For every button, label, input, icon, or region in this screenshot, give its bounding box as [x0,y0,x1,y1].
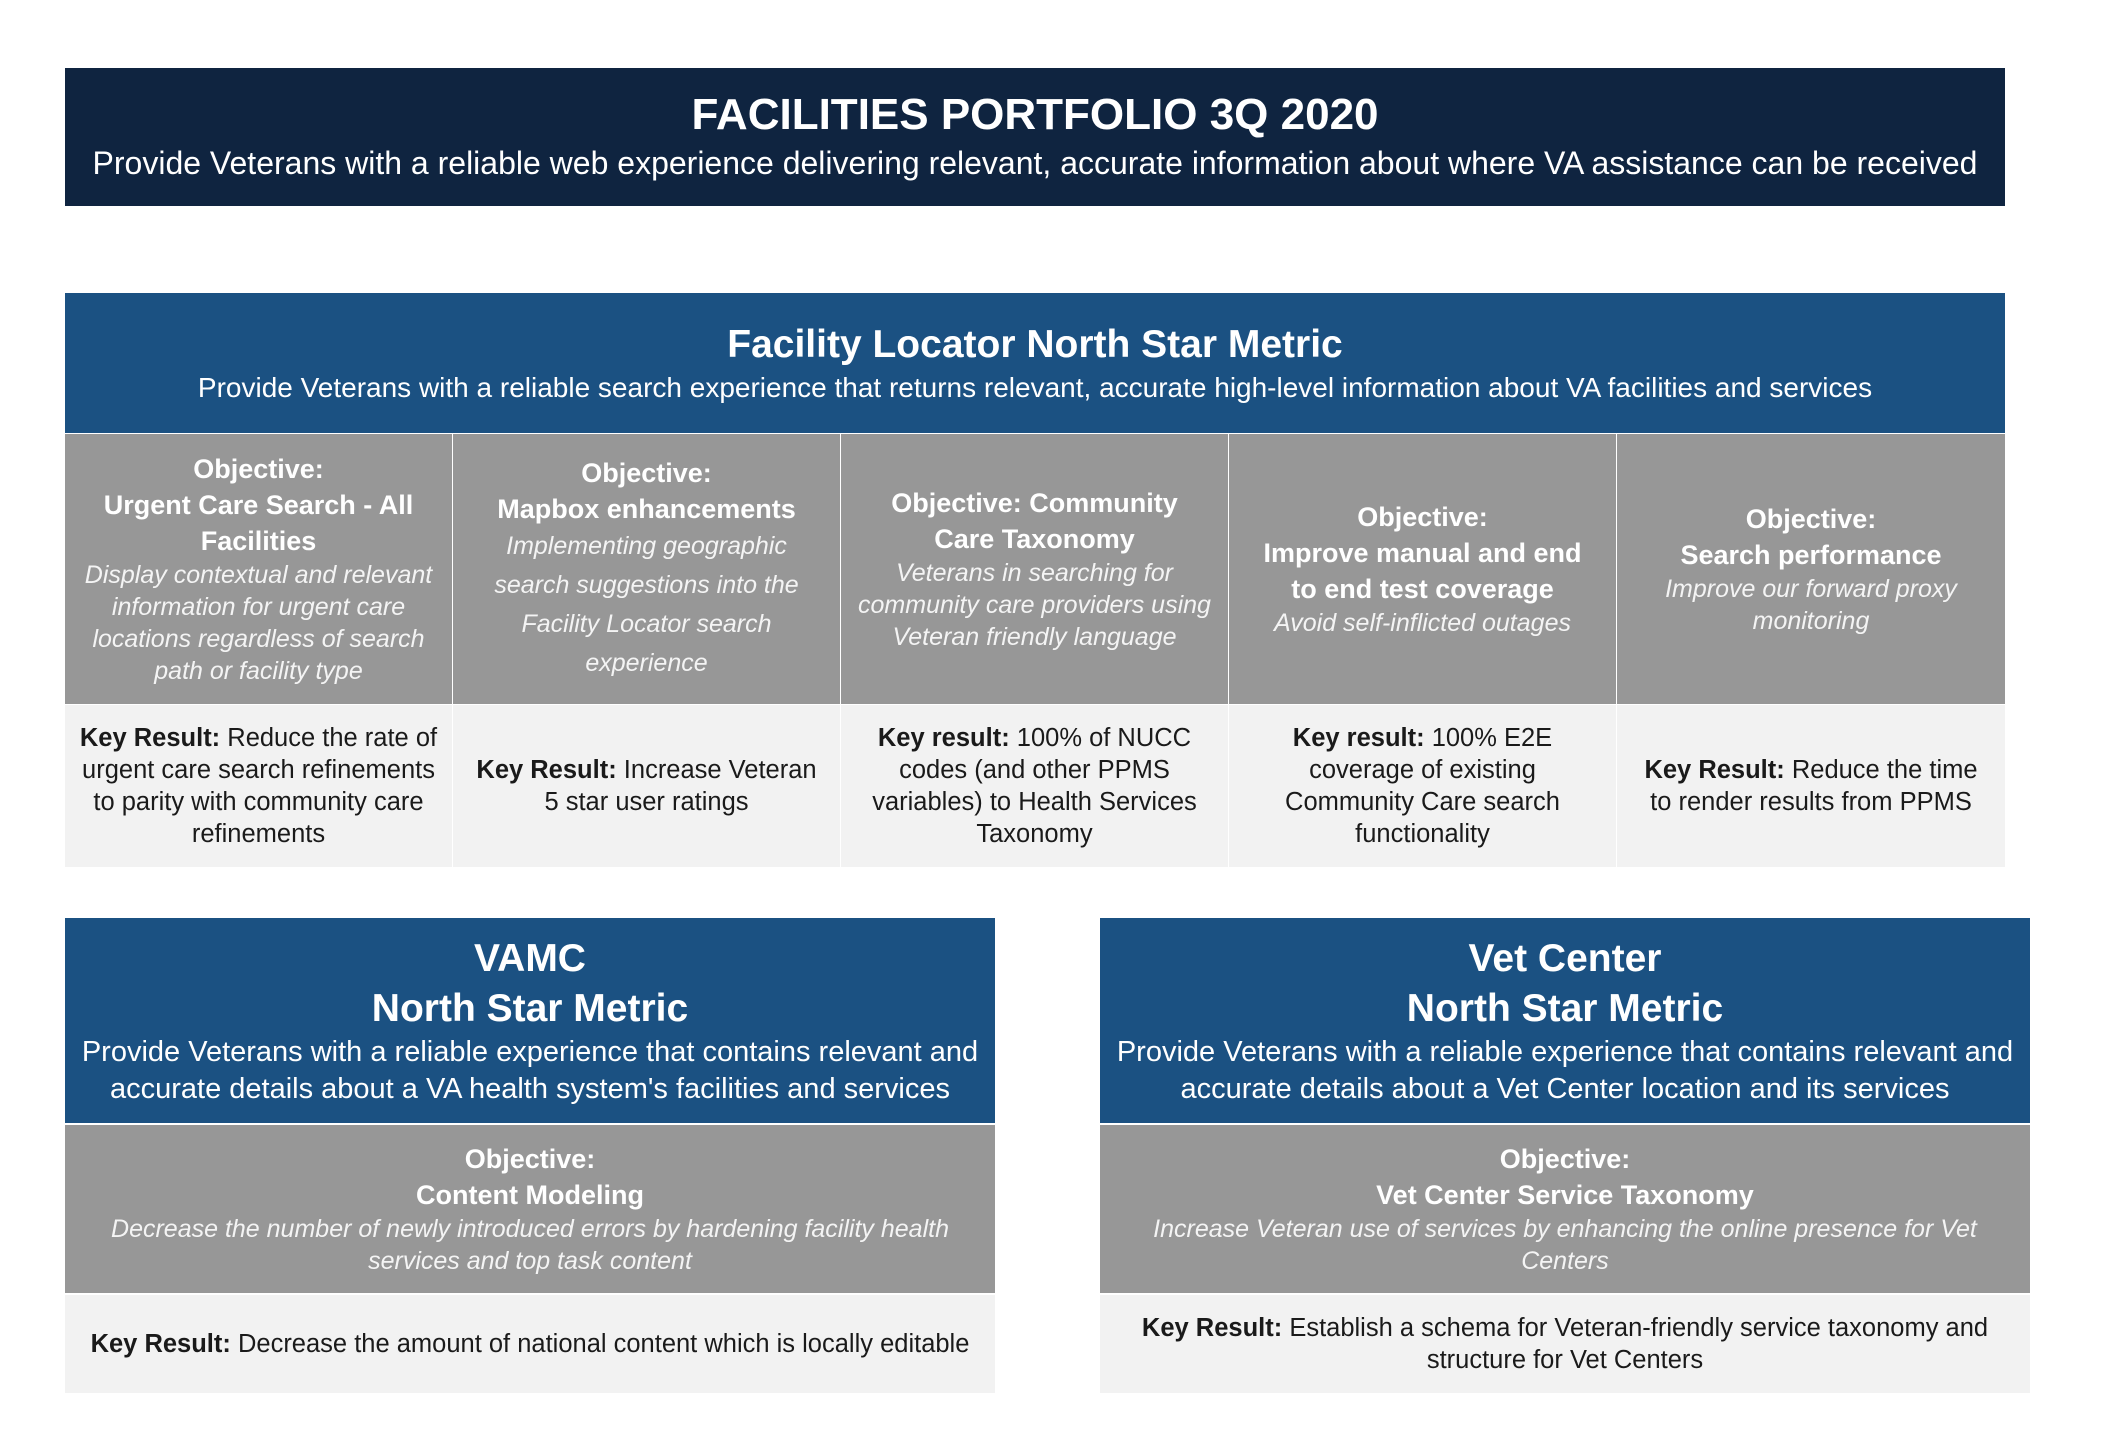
objective-title: Vet Center Service Taxonomy [1376,1180,1754,1210]
objective-urgent-care: Objective: Urgent Care Search - All Faci… [65,434,452,704]
objective-description: Decrease the number of newly introduced … [111,1215,949,1275]
objective-heading: Search performance [1680,540,1942,570]
portfolio-title: FACILITIES PORTFOLIO 3Q 2020 [691,90,1379,139]
key-result-urgent-care: Key Result: Reduce the rate of urgent ca… [65,705,452,867]
vet-center-subtitle: Provide Veterans with a reliable experie… [1116,1035,2014,1105]
objective-mapbox: Objective: Mapbox enhancements Implement… [453,434,840,704]
key-result-label: Key Result: [79,724,221,752]
key-result-mapbox: Key Result: Increase Veteran 5 star user… [453,705,840,867]
key-result-label: Key result: [1292,724,1425,752]
key-result-label: Key Result: [476,756,617,784]
vet-center-title: Vet Center [1468,936,1662,980]
key-result-text: Decrease the amount of national content … [237,1330,970,1358]
vet-center-title-metric: North Star Metric [1406,986,1724,1030]
portfolio-banner: FACILITIES PORTFOLIO 3Q 2020 Provide Vet… [65,68,2005,206]
objective-description: Improve our forward proxy monitoring [1665,575,1957,635]
key-result-label: Key result: [877,724,1010,752]
objective-heading: Objective: [1357,502,1488,532]
objective-title: Content Modeling [416,1180,644,1210]
objective-description: Avoid self-inflicted outages [1274,609,1571,637]
key-result-vet-center-taxonomy: Key Result: Establish a schema for Veter… [1100,1295,2030,1393]
facility-locator-title: Facility Locator North Star Metric [727,323,1343,366]
key-result-text: Reduce the rate of urgent care search re… [82,724,438,848]
key-result-search-performance: Key Result: Reduce the time to render re… [1617,705,2005,867]
key-result-text: 100% E2E coverage of existing Community … [1285,724,1560,848]
objective-description: Increase Veteran use of services by enha… [1153,1215,1977,1275]
key-result-test-coverage: Key result: 100% E2E coverage of existin… [1229,705,1616,867]
key-result-text: Establish a schema for Veteran-friendly … [1289,1314,1989,1374]
key-result-label: Key Result: [1644,756,1785,784]
facility-locator-subtitle: Provide Veterans with a reliable search … [197,372,1873,403]
objective-description: Display contextual and relevant informat… [84,561,433,685]
key-result-text: Reduce the time to render results from P… [1650,756,1978,816]
key-result-text: 100% of NUCC codes (and other PPMS varia… [872,724,1197,848]
objective-heading: to end test coverage [1291,574,1554,604]
objective-heading: Improve manual and end [1263,538,1582,568]
objective-label: Objective: [1499,1144,1631,1174]
objective-community-care-taxonomy: Objective: Community Care Taxonomy Veter… [841,434,1228,704]
vet-center-header: Vet Center North Star Metric Provide Vet… [1100,918,2030,1123]
objective-test-coverage: Objective: Improve manual and end to end… [1229,434,1616,704]
key-result-text: Increase Veteran 5 star user ratings [544,756,817,816]
objective-content-modeling: Objective: Content Modeling Decrease the… [65,1125,995,1293]
objective-heading: Urgent Care Search - All [103,490,414,520]
portfolio-subtitle: Provide Veterans with a reliable web exp… [92,145,1978,181]
vamc-subtitle: Provide Veterans with a reliable experie… [81,1035,979,1105]
objective-label: Objective: [464,1144,596,1174]
objective-heading: Objective: Community [891,488,1178,518]
objective-vet-center-taxonomy: Objective: Vet Center Service Taxonomy I… [1100,1125,2030,1293]
vamc-title: VAMC [474,936,586,980]
objective-heading: Objective: [193,454,324,484]
vamc-header: VAMC North Star Metric Provide Veterans … [65,918,995,1123]
key-result-content-modeling: Key Result: Decrease the amount of natio… [65,1295,995,1393]
key-result-label: Key Result: [1141,1314,1283,1342]
objective-heading: Objective: [581,458,712,488]
objective-heading: Mapbox enhancements [497,494,796,524]
vamc-title-metric: North Star Metric [371,986,689,1030]
objective-heading: Care Taxonomy [934,524,1135,554]
objective-description: Implementing geographic search suggestio… [494,532,799,677]
key-result-community-care-taxonomy: Key result: 100% of NUCC codes (and othe… [841,705,1228,867]
objective-description: Veterans in searching for community care… [858,559,1211,651]
key-result-label: Key Result: [90,1330,231,1358]
objective-search-performance: Objective: Search performance Improve ou… [1617,434,2005,704]
facility-locator-header: Facility Locator North Star Metric Provi… [65,293,2005,433]
objective-heading: Objective: [1745,504,1877,534]
objective-heading: Facilities [200,526,317,556]
